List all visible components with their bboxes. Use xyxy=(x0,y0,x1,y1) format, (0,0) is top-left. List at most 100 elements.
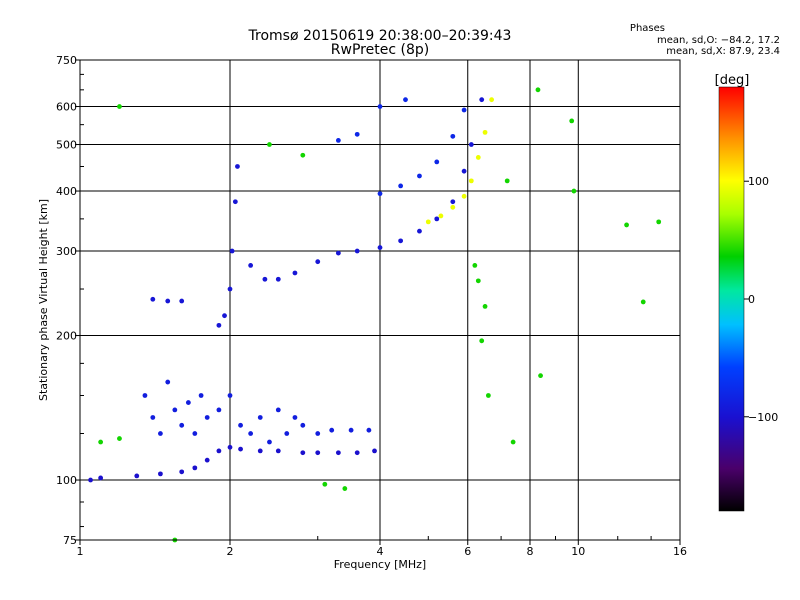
chart-title: Tromsø 20150619 20:38:00–20:39:43 xyxy=(248,28,512,44)
data-point-scattered-noise xyxy=(479,338,485,344)
y-tick-label: 200 xyxy=(56,330,77,343)
data-point-sporadic-cloud xyxy=(329,427,335,433)
data-point-scattered-noise xyxy=(485,393,491,398)
data-point-sporadic-cloud xyxy=(315,431,321,436)
data-point-F-layer-O-trace xyxy=(434,216,440,222)
data-point-sporadic-cloud xyxy=(227,393,233,398)
data-point-multihop-echoes xyxy=(461,107,467,113)
data-point-F-layer-O-trace xyxy=(179,298,185,304)
data-point-sporadic-cloud xyxy=(248,431,254,436)
data-point-sporadic-cloud xyxy=(292,415,298,420)
x-tick-label: 4 xyxy=(377,545,384,558)
data-point-lower-E-trace xyxy=(372,448,377,454)
data-point-sporadic-cloud xyxy=(257,415,263,420)
x-tick-label: 6 xyxy=(464,545,471,558)
data-point-sporadic-cloud xyxy=(348,427,354,433)
data-point-sporadic-cloud xyxy=(185,400,191,405)
colorbar-label: [deg] xyxy=(715,73,750,88)
data-point-F-layer-O-trace xyxy=(165,298,171,304)
data-point-scattered-noise xyxy=(98,439,104,445)
data-point-F-layer-O-trace xyxy=(450,199,456,205)
data-point-F-layer-O-trace xyxy=(315,259,321,265)
data-point-lower-E-trace xyxy=(275,448,281,454)
y-tick-label: 300 xyxy=(56,245,77,258)
data-point-scattered-noise xyxy=(624,222,629,228)
data-point-sporadic-cloud xyxy=(300,422,306,428)
data-point-lower-E-trace xyxy=(204,457,210,463)
data-point-F-layer-O-trace xyxy=(377,245,383,250)
data-point-F-layer-O-trace xyxy=(468,142,474,147)
data-point-sporadic-cloud xyxy=(172,407,178,413)
data-point-sporadic-cloud xyxy=(142,393,148,398)
data-point-scattered-noise xyxy=(504,178,510,184)
data-point-lower-E-trace xyxy=(179,469,185,475)
data-point-multihop-echoes xyxy=(398,183,404,189)
stats-x-mode: mean, sd,X: 87.9, 23.4 xyxy=(666,46,780,57)
data-point-lower-E-trace xyxy=(354,450,360,456)
data-point-F-layer-X-trace xyxy=(450,204,456,210)
data-points xyxy=(88,87,662,543)
data-point-sporadic-cloud xyxy=(198,393,204,398)
data-point-lower-E-trace xyxy=(238,446,243,452)
colorbar-tick-label: 100 xyxy=(748,175,769,188)
colorbar-tick-label: −100 xyxy=(748,411,778,424)
data-point-lower-E-trace xyxy=(134,473,140,479)
data-point-F-layer-O-trace xyxy=(235,164,240,169)
data-point-lower-E-trace xyxy=(257,448,263,454)
x-axis-label: Frequency [MHz] xyxy=(334,558,426,571)
data-point-sporadic-cloud xyxy=(267,439,272,445)
data-point-scattered-noise xyxy=(342,486,348,491)
data-point-F-layer-O-trace xyxy=(292,270,298,276)
y-tick-label: 100 xyxy=(56,474,77,487)
data-point-sporadic-cloud xyxy=(275,407,281,413)
data-point-scattered-noise xyxy=(300,152,306,158)
y-tick-label: 600 xyxy=(56,101,77,114)
data-point-sporadic-cloud xyxy=(366,427,372,433)
data-point-sporadic-cloud xyxy=(179,422,185,428)
data-point-F-layer-X-trace xyxy=(475,155,481,160)
data-point-F-layer-X-trace xyxy=(489,97,495,103)
stats-o-mode: mean, sd,O: −84.2, 17.2 xyxy=(657,35,780,46)
data-point-scattered-noise xyxy=(656,219,662,225)
data-point-F-layer-O-trace xyxy=(222,313,227,319)
y-axis-ticks: 75 100 200 300 400 500 600 750 xyxy=(56,54,84,547)
data-point-multihop-echoes xyxy=(450,133,456,139)
data-point-scattered-noise xyxy=(538,373,543,379)
data-point-F-layer-X-trace xyxy=(438,213,444,219)
data-point-scattered-noise xyxy=(640,299,646,305)
x-tick-label: 8 xyxy=(527,545,534,558)
data-point-multihop-echoes xyxy=(377,104,383,109)
y-tick-label: 75 xyxy=(63,534,77,547)
data-point-lower-E-trace xyxy=(192,465,198,471)
data-point-F-layer-O-trace xyxy=(248,262,254,268)
data-point-lower-E-trace xyxy=(158,471,163,477)
data-point-sporadic-cloud xyxy=(238,422,243,428)
y-axis-label: Stationary phase Virtual Height [km] xyxy=(37,199,50,401)
data-point-F-layer-O-trace xyxy=(479,97,485,103)
data-point-scattered-noise xyxy=(267,142,272,147)
data-point-scattered-noise xyxy=(475,278,481,284)
data-point-lower-E-trace xyxy=(98,475,104,481)
y-tick-label: 750 xyxy=(56,54,77,67)
x-axis-ticks: 1 2 4 6 8 10 16 xyxy=(77,536,687,558)
data-point-multihop-echoes xyxy=(335,137,341,143)
data-point-F-layer-O-trace xyxy=(275,276,281,282)
data-point-scattered-noise xyxy=(472,262,478,268)
data-point-multihop-echoes xyxy=(403,97,408,103)
data-point-sporadic-cloud xyxy=(284,431,290,436)
x-tick-label: 10 xyxy=(571,545,585,558)
data-point-scattered-noise xyxy=(117,104,122,109)
data-point-F-layer-X-trace xyxy=(482,129,488,135)
data-point-F-layer-O-trace xyxy=(461,168,467,174)
data-point-F-layer-O-trace xyxy=(227,286,233,292)
data-point-F-layer-O-trace xyxy=(216,322,222,328)
data-point-lower-E-trace xyxy=(216,448,222,454)
data-point-scattered-noise xyxy=(571,188,577,194)
data-point-multihop-echoes xyxy=(377,191,383,197)
data-point-lower-E-trace xyxy=(88,477,93,483)
data-point-sporadic-cloud xyxy=(150,415,156,420)
data-point-F-layer-O-trace xyxy=(335,250,341,256)
data-point-F-layer-O-trace xyxy=(354,248,360,254)
data-point-F-layer-O-trace xyxy=(229,248,235,254)
data-point-multihop-echoes xyxy=(434,159,440,165)
